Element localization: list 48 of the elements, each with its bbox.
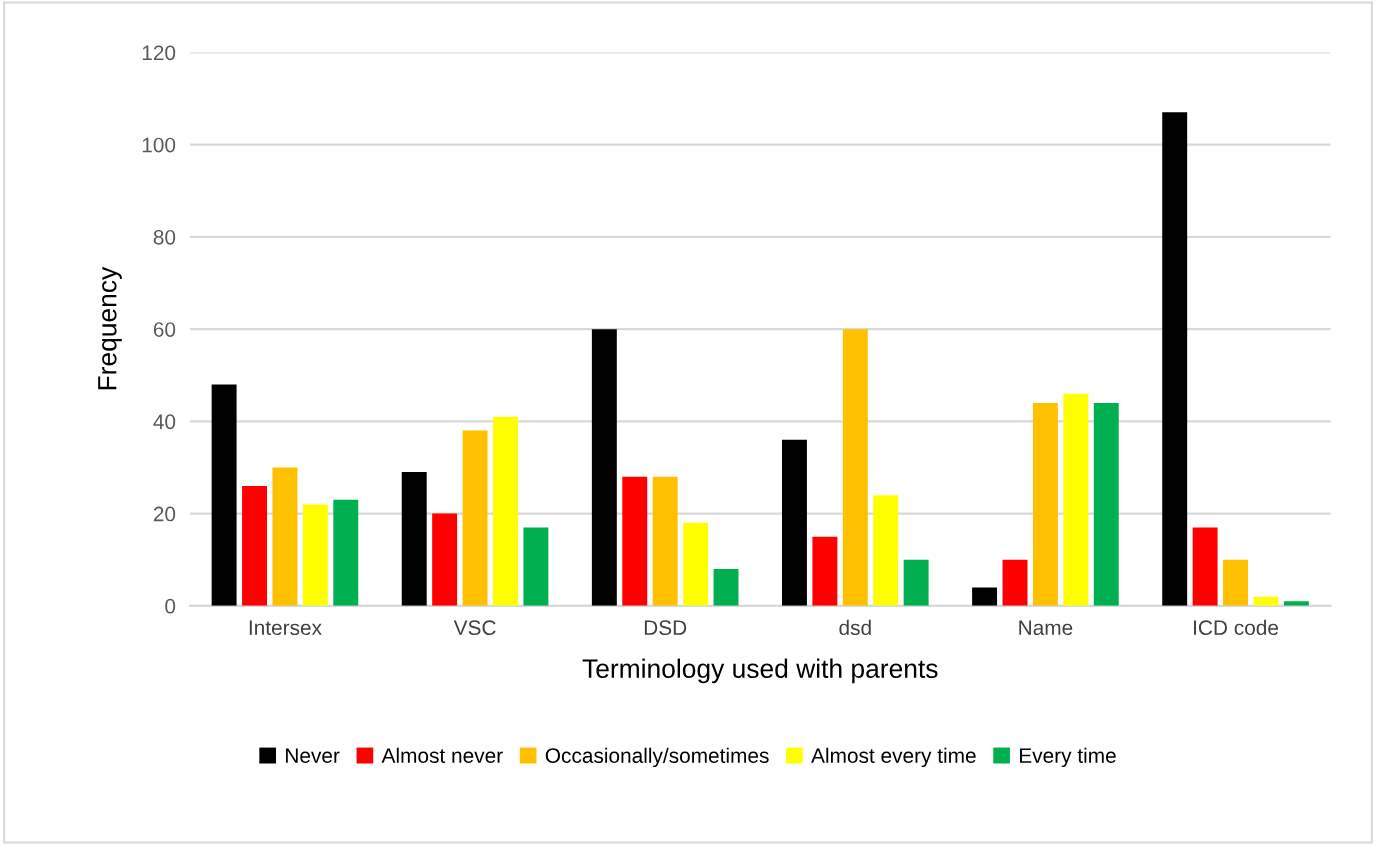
bar <box>652 476 678 606</box>
bar <box>462 430 488 606</box>
bar <box>333 499 359 606</box>
bar <box>713 568 739 606</box>
bar <box>1192 527 1218 606</box>
y-tick-label: 0 <box>165 598 176 614</box>
x-tick-label: Intersex <box>249 620 322 636</box>
bar <box>1162 112 1188 606</box>
bar <box>523 527 549 606</box>
y-tick-label: 100 <box>142 137 176 153</box>
bar <box>1032 402 1058 606</box>
y-tick-label: 120 <box>142 45 176 61</box>
y-tick-label: 20 <box>153 506 176 522</box>
bar <box>272 467 298 606</box>
bar <box>591 329 617 606</box>
bar <box>812 536 838 606</box>
bar <box>622 476 648 606</box>
bar <box>401 472 427 606</box>
bar <box>242 485 267 606</box>
bar <box>493 416 518 606</box>
legend-label: Every time <box>1019 747 1116 768</box>
bar <box>972 587 998 606</box>
x-tick-label: ICD code <box>1194 619 1279 636</box>
legend-label: Occasionally/sometimes <box>545 747 769 768</box>
bar <box>1063 393 1089 606</box>
bar <box>302 504 328 606</box>
y-tick-label: 80 <box>153 229 176 245</box>
bar <box>1223 559 1249 606</box>
y-tick-label: 40 <box>153 414 176 430</box>
legend-label: Almost never <box>381 747 503 763</box>
legend-label: Never <box>286 748 340 763</box>
bar <box>873 495 899 606</box>
x-tick-label: VSC <box>453 620 496 636</box>
bar <box>903 559 929 606</box>
bar <box>781 439 807 606</box>
bar <box>842 329 868 606</box>
bar <box>1093 402 1119 606</box>
y-axis-title: Frequency <box>98 266 122 390</box>
bar <box>211 384 237 606</box>
x-tick-label: dsd <box>839 619 871 636</box>
x-tick-label: DSD <box>644 620 687 636</box>
bar <box>683 522 709 606</box>
bar <box>1002 559 1028 606</box>
legend-label: Almost every time <box>811 747 976 768</box>
x-tick-label: Name <box>1019 620 1073 636</box>
bar <box>432 513 458 606</box>
y-tick-label: 60 <box>153 322 176 337</box>
x-axis-title: Terminology used with parents <box>582 658 938 684</box>
